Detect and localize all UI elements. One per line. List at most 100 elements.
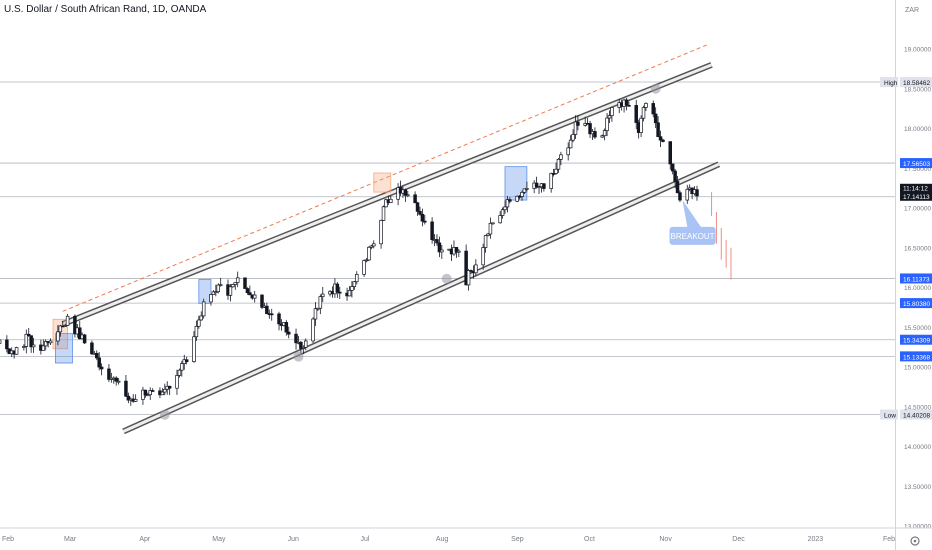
y-tick-label: 19.00000: [904, 47, 931, 54]
candle-down: [656, 122, 660, 138]
candle-down: [678, 192, 682, 201]
candle-up: [231, 284, 235, 288]
candle-down: [97, 357, 101, 368]
countdown-badge: [900, 183, 932, 192]
candle-up: [163, 388, 167, 393]
axis-currency-label: ZAR: [905, 7, 919, 14]
y-tick-label: 15.00000: [904, 365, 931, 372]
candle-up: [685, 188, 690, 201]
candle-down: [627, 104, 631, 107]
candle-up: [537, 186, 541, 189]
price-level-badge-text: 15.34309: [903, 338, 930, 345]
candle-down: [107, 368, 111, 380]
candle-up: [133, 399, 138, 402]
candle-down: [415, 202, 420, 212]
candle-up: [515, 195, 519, 202]
candle-up: [116, 380, 121, 383]
x-tick-label: Sep: [511, 536, 524, 543]
x-tick-label: Mar: [64, 536, 77, 543]
candle-down: [653, 113, 658, 124]
candle-up: [304, 340, 308, 348]
candle-up: [31, 344, 36, 348]
candle-up: [201, 301, 206, 317]
candle-up: [381, 206, 386, 221]
candle-up: [367, 246, 371, 261]
candle-down: [184, 359, 189, 362]
candle-down: [114, 377, 118, 382]
x-tick-label: Oct: [584, 536, 595, 543]
candle-up: [146, 394, 150, 397]
candle-down: [651, 103, 655, 115]
candle-down: [29, 335, 33, 348]
price-level-badge-text: 15.80380: [903, 301, 930, 308]
candle-down: [73, 315, 77, 335]
candle-down: [418, 211, 422, 215]
breakout-callout-label: BREAKOUT: [671, 232, 715, 241]
candle-up: [48, 340, 53, 344]
y-tick-label: 14.50000: [904, 404, 931, 411]
candle-down: [284, 322, 289, 333]
candle-up: [384, 199, 388, 208]
candle-up: [192, 336, 196, 362]
pivot-marker: [293, 351, 304, 362]
x-tick-label: Nov: [659, 536, 672, 543]
price-level-label: 18.58462: [903, 80, 930, 87]
candle-up: [301, 347, 306, 349]
candle-up: [369, 245, 374, 248]
candle-up: [43, 341, 48, 347]
candle-up: [211, 291, 216, 295]
candle-up: [607, 115, 612, 119]
candle-down: [430, 221, 434, 240]
pivot-marker: [159, 409, 170, 420]
candle-up: [605, 117, 609, 131]
candle-up: [199, 315, 204, 321]
candle-up: [14, 347, 19, 355]
candle-up: [566, 147, 570, 156]
candle-down: [593, 131, 597, 138]
candle-up: [65, 315, 70, 326]
candle-up: [488, 222, 493, 235]
breakout-callout-box: [669, 226, 716, 245]
side-label-box: [880, 77, 898, 88]
blue-highlight-box: [55, 333, 73, 364]
candle-down: [338, 291, 342, 294]
candle-up: [610, 107, 614, 116]
price-level-badge: [900, 158, 932, 169]
x-tick-label: Feb: [883, 536, 895, 543]
blue-highlight-box: [198, 279, 212, 304]
price-level-badge: [900, 298, 932, 309]
candle-up: [233, 282, 238, 285]
candle-up: [641, 107, 646, 119]
candle-up: [216, 284, 221, 293]
candle-down: [167, 385, 172, 389]
candle-down: [464, 250, 468, 286]
candle-down: [423, 220, 427, 223]
x-tick-label: Jul: [361, 536, 370, 543]
candle-up: [177, 369, 182, 376]
price-level-badge: [900, 351, 932, 362]
candle-down: [542, 183, 546, 189]
x-tick-label: Aug: [436, 536, 449, 543]
price-level-badge: [900, 273, 932, 284]
price-level-badge-plain: [900, 409, 932, 420]
price-level-badge: [900, 334, 932, 345]
candle-down: [277, 313, 281, 325]
y-tick-label: 16.00000: [904, 285, 931, 292]
candle-down: [624, 99, 629, 106]
y-tick-label: 18.00000: [904, 126, 931, 133]
candle-up: [571, 134, 575, 141]
candle-down: [335, 283, 340, 293]
candle-up: [522, 188, 527, 193]
candle-down: [26, 333, 31, 337]
gear-ring: [910, 536, 920, 546]
candle-down: [534, 182, 539, 188]
candle-up: [352, 281, 357, 287]
candle-up: [602, 130, 607, 137]
candle-down: [243, 277, 247, 289]
y-tick-label: 13.50000: [904, 484, 931, 491]
x-tick-label: Jun: [288, 536, 299, 543]
candle-up: [228, 286, 233, 296]
candle-up: [568, 139, 573, 149]
candle-down: [90, 342, 94, 355]
